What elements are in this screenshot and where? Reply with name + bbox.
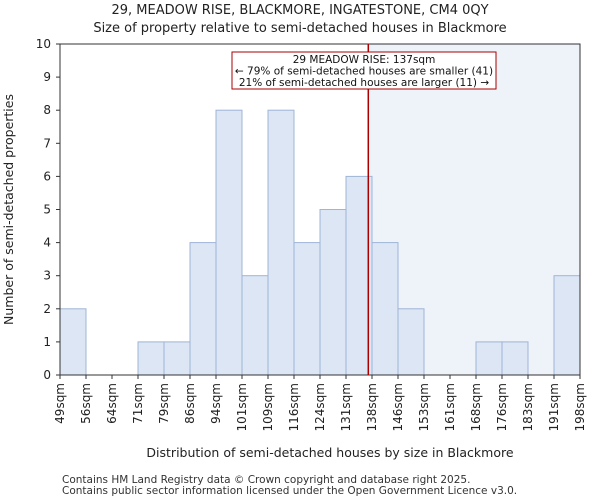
x-tick-label: 176sqm — [495, 383, 509, 431]
footer-line-1: Contains HM Land Registry data © Crown c… — [62, 474, 471, 486]
x-tick-label: 49sqm — [53, 383, 67, 424]
x-tick-label: 131sqm — [339, 383, 353, 431]
y-tick-label: 6 — [43, 169, 51, 183]
y-tick-label: 9 — [43, 70, 51, 84]
x-tick-label: 138sqm — [365, 383, 379, 431]
x-tick-label: 86sqm — [183, 383, 197, 424]
annotation-line: 29 MEADOW RISE: 137sqm — [293, 54, 436, 66]
histogram-bar — [163, 341, 191, 376]
histogram-bar — [293, 242, 321, 376]
x-tick-label: 191sqm — [547, 383, 561, 431]
histogram-bar — [137, 341, 165, 376]
y-tick-label: 3 — [43, 269, 51, 283]
chart-subtitle: Size of property relative to semi-detach… — [93, 21, 507, 36]
x-tick-label: 101sqm — [235, 383, 249, 431]
x-tick-label: 146sqm — [391, 383, 405, 431]
x-tick-label: 116sqm — [287, 383, 301, 431]
annotation-line: 21% of semi-detached houses are larger (… — [239, 77, 490, 89]
histogram-bar — [501, 341, 529, 376]
y-tick-label: 4 — [43, 236, 51, 250]
x-tick-label: 198sqm — [573, 383, 587, 431]
x-tick-label: 161sqm — [443, 383, 457, 431]
x-axis-label: Distribution of semi-detached houses by … — [146, 445, 513, 460]
y-axis-label: Number of semi-detached properties — [1, 94, 16, 325]
histogram-bar — [59, 308, 87, 376]
x-tick-label: 124sqm — [313, 383, 327, 431]
histogram-bar — [319, 209, 347, 376]
annotation-box — [231, 51, 497, 90]
x-tick-label: 168sqm — [469, 383, 483, 431]
x-tick-label: 109sqm — [261, 383, 275, 431]
chart-title: 29, MEADOW RISE, BLACKMORE, INGATESTONE,… — [111, 3, 489, 18]
y-tick-label: 5 — [43, 203, 51, 217]
y-tick-label: 1 — [43, 335, 51, 349]
footer-line-2: Contains public sector information licen… — [62, 485, 518, 497]
x-tick-label: 79sqm — [157, 383, 171, 424]
x-tick-label: 153sqm — [417, 383, 431, 431]
y-tick-label: 0 — [43, 368, 51, 382]
x-tick-label: 56sqm — [79, 383, 93, 424]
histogram-bar — [553, 275, 581, 376]
annotation-line: ← 79% of semi-detached houses are smalle… — [235, 66, 493, 78]
histogram-bar — [189, 242, 217, 376]
histogram-bar — [371, 242, 399, 376]
y-tick-label: 10 — [36, 37, 51, 51]
histogram-bar — [241, 275, 269, 376]
y-tick-label: 8 — [43, 103, 51, 117]
x-tick-label: 64sqm — [105, 383, 119, 424]
y-tick-label: 7 — [43, 136, 51, 150]
histogram-bar — [215, 109, 243, 376]
y-tick-label: 2 — [43, 302, 51, 316]
x-tick-label: 94sqm — [209, 383, 223, 424]
histogram-bar — [267, 109, 295, 376]
histogram-bar — [475, 341, 503, 376]
histogram-chart: 0 1 2 3 4 5 6 7 8 9 10 49sqm 56sqm 64sqm 71sqm 79sqm 86s… — [1, 37, 587, 460]
x-tick-label: 71sqm — [131, 383, 145, 424]
x-tick-label: 183sqm — [521, 383, 535, 431]
histogram-bar — [397, 308, 425, 376]
